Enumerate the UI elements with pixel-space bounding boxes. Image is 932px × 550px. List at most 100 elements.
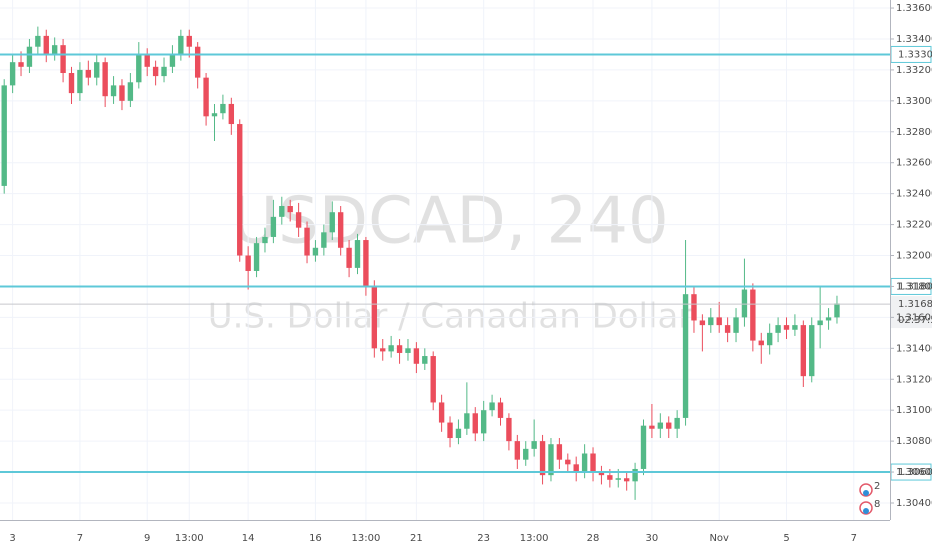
candle-body [750,289,756,341]
watermark-description: U.S. Dollar / Canadian Dollar [208,297,693,337]
candle-body [194,46,201,78]
candle-body [422,356,428,364]
candle-body [354,240,361,268]
watermark-symbol: USDCAD, 240 [231,185,668,259]
y-tick-label: 1.31600 [896,312,932,323]
x-tick-label: 30 [646,533,659,544]
y-tick-label: 1.32400 [896,189,932,200]
x-tick-label: 7 [77,533,83,544]
candle-body [691,294,697,321]
candle-body [514,441,521,460]
candle-body [472,413,478,434]
candle-body [371,286,378,349]
y-tick-label: 1.30600 [896,467,932,478]
event-icon-dot [863,490,869,496]
candle-body [531,441,537,449]
candle-body [144,54,150,67]
candle-body [287,206,293,213]
y-tick-label: 1.31200 [896,374,932,385]
candle-body [464,413,470,429]
candle-body [43,35,49,55]
x-tick-label: 13:00 [520,533,549,544]
candle-body [565,459,571,465]
y-tick-label: 1.33600 [896,3,932,14]
candle-body [506,417,512,442]
candle-body [253,243,260,271]
level-label: 1.30600 [898,467,932,478]
x-tick-label: 7 [851,533,857,544]
y-tick-label: 1.33000 [896,96,932,107]
candle-body [834,303,840,318]
candle-body [220,103,226,114]
candle-body [682,294,689,418]
candle-body [800,325,807,377]
candle-body [741,289,748,318]
x-tick-label: 28 [587,533,600,544]
x-tick-label: 23 [477,533,490,544]
x-tick-label: Nov [709,533,729,544]
candle-body [632,468,638,482]
y-tick-label: 1.31000 [896,405,932,416]
candle-body [388,345,394,352]
candle-body [480,410,487,434]
candle-body [279,206,285,217]
candle-body [623,478,630,482]
candle-body [430,356,436,403]
y-tick-label: 1.32200 [896,220,932,231]
candle-body [169,54,176,67]
candle-body [262,236,268,244]
candle-body [295,212,302,228]
candle-body [51,45,58,55]
x-tick-label: 13:00 [351,533,380,544]
y-tick-label: 1.31800 [896,281,932,292]
candle-body [237,124,243,256]
y-tick-label: 1.30800 [896,436,932,447]
candle-body [413,348,420,364]
y-tick-label: 1.30400 [896,498,932,509]
x-tick-label: 16 [309,533,322,544]
x-tick-label: 21 [410,533,423,544]
last-price-box [891,296,932,329]
candle-body [590,453,596,473]
y-tick-label: 1.32000 [896,251,932,262]
candle-body [94,62,100,78]
candle-body [178,35,184,55]
candle-body [270,216,277,237]
candle-body [489,402,495,411]
candle-body [1,85,7,186]
y-tick-label: 1.33400 [896,34,932,45]
x-tick-label: 14 [242,533,255,544]
event-icon-dot [863,508,869,514]
candle-body [447,422,453,439]
candle-body [649,425,655,429]
candle-body [60,45,66,74]
event-count: 8 [874,499,880,510]
candle-body [766,332,773,346]
candle-body [26,46,33,67]
candle-body [548,444,554,476]
candle-body [573,464,579,473]
candle-body [203,77,209,117]
candle-body [18,62,24,67]
x-tick-label: 13:00 [175,533,204,544]
candle-body [329,212,335,233]
candle-body [136,54,142,83]
candle-body [161,66,167,77]
candle-body [640,425,647,469]
y-tick-label: 1.32600 [896,158,932,169]
candle-body [733,317,739,333]
x-tick-label: 9 [144,533,150,544]
candle-body [758,340,764,346]
candle-body [35,35,41,47]
candle-body [363,240,369,287]
x-tick-label: 3 [9,533,15,544]
candle-body [699,320,706,326]
candle-body [102,62,108,97]
candle-body [556,444,563,460]
candle-body [152,66,159,77]
candle-body [346,247,352,268]
candle-body [783,325,790,330]
candle-body [674,417,680,429]
